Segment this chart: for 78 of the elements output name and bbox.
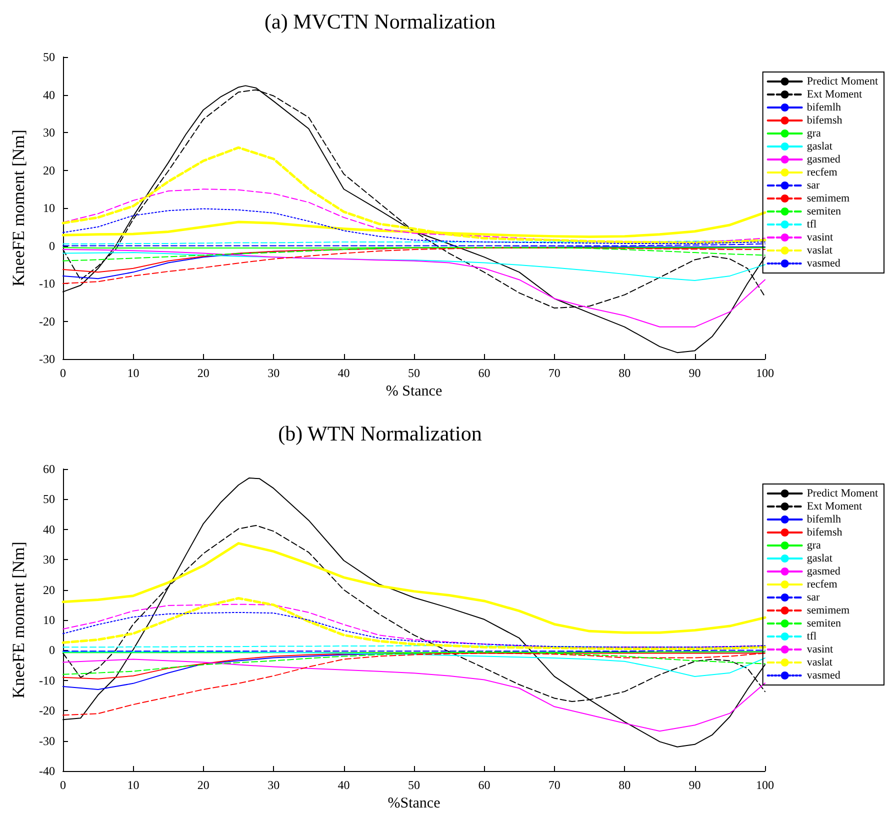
legend-label: tfl [806, 630, 817, 642]
x-tick-label: 50 [408, 778, 420, 792]
x-tick-label: 80 [618, 366, 631, 380]
x-tick-label: 90 [688, 366, 701, 380]
legend-label: gaslat [806, 552, 832, 564]
legend-label: gaslat [806, 140, 832, 152]
y-tick-label: 50 [43, 492, 55, 506]
x-tick-label: 100 [756, 778, 774, 792]
x-tick-label: 50 [408, 366, 420, 380]
legend-label: gasmed [806, 566, 841, 578]
legend-label: Ext Moment [806, 88, 862, 100]
legend-label: gra [806, 128, 821, 140]
chart-title: (b) WTN Normalization [278, 422, 482, 446]
legend-label: semiten [806, 206, 842, 218]
legend-label: Predict Moment [806, 488, 878, 500]
y-tick-label: -20 [39, 704, 55, 718]
legend-label: semiten [806, 618, 842, 630]
x-tick-label: 30 [268, 778, 280, 792]
x-tick-label: 0 [60, 366, 66, 380]
x-tick-label: 20 [197, 366, 210, 380]
x-tick-label: 0 [60, 778, 66, 792]
y-tick-label: 0 [49, 238, 55, 253]
x-tick-label: 80 [618, 778, 631, 792]
legend-label: semimem [806, 192, 850, 204]
legend-label: semimem [806, 604, 850, 616]
legend-label: vaslat [806, 656, 832, 668]
x-tick-label: 20 [197, 778, 210, 792]
legend-label: recfem [806, 166, 838, 178]
legend-label: vasint [806, 644, 834, 656]
y-tick-label: -10 [39, 673, 55, 688]
y-tick-label: 20 [43, 163, 55, 178]
legend-label: bifemlh [806, 514, 842, 526]
y-axis-title: KneeFE moment [Nm] [9, 130, 28, 286]
legend-label: sar [806, 180, 820, 192]
y-tick-label: 10 [43, 613, 55, 627]
y-tick-label: 30 [43, 126, 55, 140]
x-tick-label: 70 [548, 366, 560, 380]
y-tick-label: -40 [39, 764, 55, 778]
y-tick-label: -30 [39, 352, 55, 366]
legend-label: bifemsh [806, 114, 843, 126]
legend-label: vasmed [806, 258, 841, 270]
y-tick-label: 60 [43, 462, 55, 476]
legend-label: Predict Moment [806, 76, 878, 88]
x-tick-label: 60 [478, 778, 490, 792]
y-tick-label: -30 [39, 734, 55, 748]
legend-label: bifemsh [806, 526, 843, 538]
legend-label: vaslat [806, 244, 832, 256]
x-tick-label: 90 [688, 778, 701, 792]
legend-label: recfem [806, 578, 838, 590]
x-tick-label: 70 [548, 778, 560, 792]
y-tick-label: 20 [43, 582, 55, 597]
y-tick-label: -20 [39, 314, 55, 328]
legend-label: bifemlh [806, 102, 842, 114]
x-tick-label: 30 [268, 366, 280, 380]
x-tick-label: 100 [756, 366, 774, 380]
legend-label: vasint [806, 232, 834, 244]
legend-label: Ext Moment [806, 500, 862, 512]
y-tick-label: -10 [39, 276, 55, 290]
y-tick-label: 0 [49, 643, 55, 658]
y-axis-title: KneeFE moment [Nm] [9, 542, 28, 698]
x-tick-label: 60 [478, 366, 490, 380]
x-axis-title: %Stance [388, 795, 441, 812]
y-tick-label: 40 [43, 522, 55, 536]
legend-label: gra [806, 540, 821, 552]
y-tick-label: 40 [43, 88, 55, 102]
legend-label: vasmed [806, 670, 841, 682]
x-tick-label: 40 [338, 366, 350, 380]
legend-label: gasmed [806, 154, 841, 166]
y-tick-label: 50 [43, 50, 55, 64]
x-axis-title: % Stance [386, 383, 442, 400]
x-tick-label: 40 [338, 778, 350, 792]
legend-label: sar [806, 592, 820, 604]
x-tick-label: 10 [127, 778, 140, 792]
x-tick-label: 10 [127, 366, 140, 380]
y-tick-label: 10 [43, 201, 55, 215]
chart-title: (a) MVCTN Normalization [264, 10, 496, 34]
legend-label: tfl [806, 218, 817, 230]
y-tick-label: 30 [43, 552, 55, 567]
